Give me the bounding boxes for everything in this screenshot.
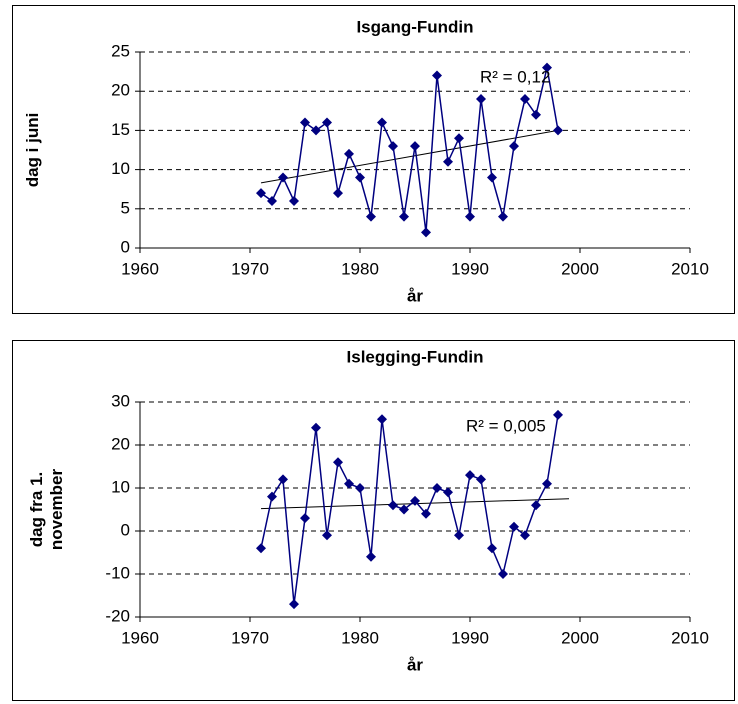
data-point [509,521,519,532]
x-tick-label: 2010 [671,259,709,278]
y-tick-label: 0 [121,520,130,539]
data-point [267,491,277,502]
data-point [322,117,332,128]
x-tick-label: 2000 [561,628,599,647]
chart-frame [12,5,735,314]
data-point [421,227,431,238]
data-point [300,513,310,524]
data-point [531,109,541,120]
y-axis-label: dag fra 1.november [27,468,66,550]
data-point [443,487,453,498]
data-point [377,117,387,128]
y-tick-label: 10 [111,159,130,178]
data-line [260,67,559,233]
x-tick-label: 1980 [341,628,379,647]
data-point [553,409,563,420]
annotation: R² = 0,12 [480,67,550,86]
data-point [542,62,552,73]
data-point [256,543,266,554]
x-tick-label: 2000 [561,259,599,278]
data-point [311,125,321,136]
y-axis-label-line: dag i juni [23,113,42,188]
data-point [542,478,552,489]
data-point [410,495,420,506]
x-tick-label: 1970 [231,628,269,647]
data-point [465,211,475,222]
data-point [377,414,387,425]
data-point [388,141,398,152]
data-point [300,117,310,128]
y-axis-label: dag i juni [23,113,42,188]
data-point [322,530,332,541]
data-point [421,508,431,519]
data-point [443,156,453,167]
data-point [366,551,376,562]
data-point [498,569,508,579]
x-tick-label: 2010 [671,628,709,647]
y-tick-label: 10 [111,477,130,496]
y-tick-label: 20 [111,81,130,100]
x-tick-label: 1960 [121,259,159,278]
data-point [267,195,277,206]
data-point [410,141,420,152]
data-point [454,530,464,541]
chart-title: Isgang-Fundin [356,17,473,36]
data-point [487,172,497,183]
data-point [344,478,354,489]
data-point [289,195,299,206]
data-point [333,457,343,468]
y-axis-label-line: november [47,468,66,550]
x-tick-label: 1970 [231,259,269,278]
data-point [289,599,299,610]
chart-frame [12,340,735,701]
data-point [399,211,409,222]
x-tick-label: 1960 [121,628,159,647]
data-point [399,504,409,515]
data-point [278,172,288,183]
data-point [465,470,475,481]
trendline [260,129,559,184]
data-point [476,474,486,485]
data-point [531,500,541,511]
x-tick-label: 1980 [341,259,379,278]
x-axis-label: år [407,655,423,674]
y-tick-label: 25 [111,41,130,60]
y-tick-label: 5 [121,198,130,217]
data-point [520,94,530,105]
y-tick-label: -10 [105,563,130,582]
annotation: R² = 0,005 [466,416,546,435]
data-point [333,188,343,199]
data-point [344,148,354,159]
data-point [388,500,398,511]
y-tick-label: 30 [111,391,130,410]
x-axis-label: år [407,286,423,305]
data-point [278,474,288,485]
data-point [476,94,486,105]
x-tick-label: 1990 [451,259,489,278]
data-point [454,133,464,144]
data-point [553,125,563,136]
data-point [311,422,321,433]
x-tick-label: 1990 [451,628,489,647]
data-point [520,530,530,541]
y-tick-label: 15 [111,120,130,139]
chart-title: Islegging-Fundin [347,347,484,366]
data-point [432,70,442,81]
data-point [366,211,376,222]
data-point [432,483,442,493]
y-tick-label: 0 [121,237,130,256]
data-point [256,188,266,199]
data-point [355,172,365,183]
data-point [487,543,497,554]
data-line [260,414,559,605]
data-point [498,211,508,222]
y-tick-label: -20 [105,606,130,625]
data-point [509,141,519,152]
data-point [355,483,365,493]
y-axis-label-line: dag fra 1. [27,472,46,548]
y-tick-label: 20 [111,434,130,453]
